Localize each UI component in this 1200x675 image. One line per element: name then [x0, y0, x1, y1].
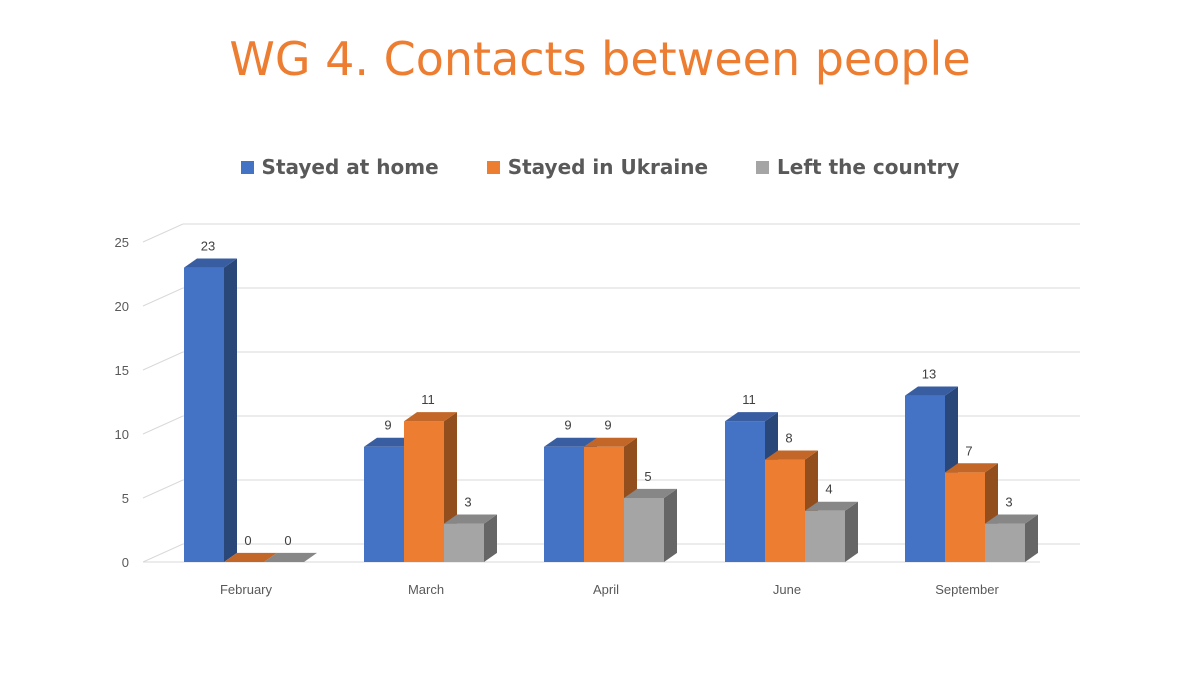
- bar: [584, 446, 624, 562]
- x-tick-label: March: [408, 582, 444, 597]
- x-tick-label: April: [593, 582, 619, 597]
- x-tick-label: February: [220, 582, 273, 597]
- data-label: 7: [965, 443, 972, 458]
- gridline-side: [142, 415, 184, 435]
- bar-top: [905, 386, 958, 396]
- bar: [444, 523, 484, 562]
- legend-item: Stayed in Ukraine: [486, 155, 709, 179]
- bar-top: [444, 514, 497, 524]
- data-label: 5: [644, 469, 651, 484]
- gridline-side: [142, 287, 184, 307]
- legend-item: Stayed at home: [240, 155, 439, 179]
- bar-top: [945, 463, 998, 473]
- bar-top: [184, 258, 237, 268]
- legend-label: Stayed at home: [261, 155, 439, 179]
- data-label: 3: [1005, 495, 1012, 510]
- data-label: 8: [785, 431, 792, 446]
- bar: [624, 498, 664, 562]
- bar-top: [725, 412, 778, 422]
- bar: [364, 446, 404, 562]
- data-label: 11: [742, 392, 756, 407]
- bar-side: [664, 488, 677, 562]
- bar-top: [765, 450, 818, 460]
- data-label: 3: [464, 495, 471, 510]
- legend-swatch: [756, 160, 770, 174]
- data-label: 9: [384, 418, 391, 433]
- x-tick-label: September: [935, 582, 999, 597]
- bar-top: [404, 412, 457, 422]
- data-label: 13: [922, 367, 936, 382]
- bar-top: [264, 552, 317, 562]
- bar-side: [484, 514, 497, 562]
- bar-side: [224, 258, 237, 562]
- data-label: 23: [201, 239, 215, 254]
- y-tick-label: 10: [115, 427, 129, 442]
- legend-item: Left the country: [756, 155, 959, 179]
- gridline-side: [142, 479, 184, 499]
- y-tick-label: 5: [122, 491, 129, 506]
- legend-label: Stayed in Ukraine: [507, 155, 709, 179]
- bar: [725, 421, 765, 562]
- y-tick-label: 20: [115, 299, 129, 314]
- bar: [985, 523, 1025, 562]
- data-label: 11: [421, 392, 435, 407]
- y-tick-label: 15: [115, 363, 129, 378]
- bar: [765, 459, 805, 562]
- y-tick-label: 25: [115, 235, 129, 250]
- bar: [184, 267, 224, 562]
- bar: [805, 510, 845, 562]
- bar-top: [224, 552, 277, 562]
- bar-top: [364, 437, 417, 447]
- gridline-side: [142, 543, 184, 563]
- legend-swatch: [486, 160, 500, 174]
- gridline-side: [142, 223, 184, 243]
- bar-top: [624, 488, 677, 498]
- data-label: 9: [604, 418, 611, 433]
- data-label: 9: [564, 418, 571, 433]
- bar-top: [544, 437, 597, 447]
- bar-side: [845, 501, 858, 562]
- bar-top: [805, 501, 858, 511]
- data-label: 0: [244, 533, 251, 548]
- data-label: 0: [284, 533, 291, 548]
- legend: Stayed at home Stayed in Ukraine Left the …: [0, 155, 1200, 179]
- legend-swatch: [240, 160, 254, 174]
- bar: [945, 472, 985, 562]
- bar-side: [1025, 514, 1038, 562]
- x-tick-label: June: [773, 582, 801, 597]
- bar-top: [985, 514, 1038, 524]
- bar-top: [584, 437, 637, 447]
- bar: [544, 446, 584, 562]
- y-tick-label: 0: [122, 555, 129, 570]
- gridline-side: [142, 351, 184, 371]
- bar: [905, 395, 945, 562]
- legend-label: Left the country: [777, 155, 960, 179]
- data-label: 4: [825, 482, 832, 497]
- chart-title: WG 4. Contacts between people: [229, 32, 971, 86]
- bar: [404, 421, 444, 562]
